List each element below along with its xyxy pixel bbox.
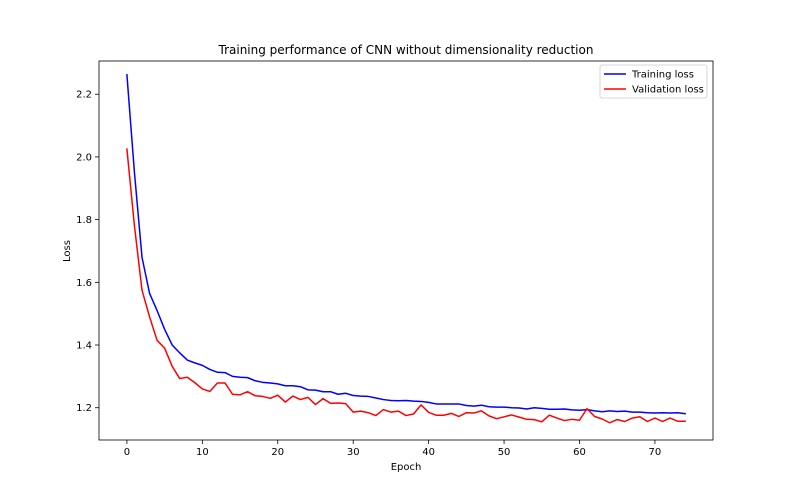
x-tick-label: 10 <box>196 447 209 458</box>
plot-background <box>99 61 713 440</box>
legend-label: Validation loss <box>632 85 704 96</box>
y-tick-label: 1.8 <box>76 215 92 226</box>
legend-entries: Training loss Validation loss <box>604 70 704 96</box>
x-tick-label: 40 <box>422 447 435 458</box>
plot-area <box>98 60 714 441</box>
x-tick-label: 50 <box>498 447 511 458</box>
legend: Training loss Validation loss <box>599 64 708 99</box>
x-tick-label: 0 <box>124 447 130 458</box>
y-tick-label: 1.4 <box>76 341 92 352</box>
x-tick-label: 20 <box>271 447 284 458</box>
legend-frame <box>599 64 708 99</box>
y-tick-label: 1.6 <box>76 278 92 289</box>
legend-label: Training loss <box>631 70 694 81</box>
y-tick-label: 2.2 <box>76 90 92 101</box>
y-axis-ticks: 1.2 1.4 1.6 1.8 2.0 2.2 <box>76 90 99 414</box>
x-tick-label: 70 <box>649 447 662 458</box>
x-tick-label: 60 <box>573 447 586 458</box>
y-tick-label: 1.2 <box>76 403 92 414</box>
plot-frame <box>98 60 714 441</box>
series-line-validation-loss <box>126 148 686 424</box>
chart-title: Training performance of CNN without dime… <box>218 43 594 57</box>
x-axis-ticks: 0 10 20 30 40 50 60 70 <box>124 440 662 458</box>
series-layer <box>126 73 686 424</box>
y-tick-label: 2.0 <box>76 152 92 163</box>
x-axis-label: Epoch <box>391 462 422 473</box>
y-axis-label: Loss <box>62 240 73 262</box>
x-tick-label: 30 <box>347 447 360 458</box>
series-line-training-loss <box>126 73 686 415</box>
